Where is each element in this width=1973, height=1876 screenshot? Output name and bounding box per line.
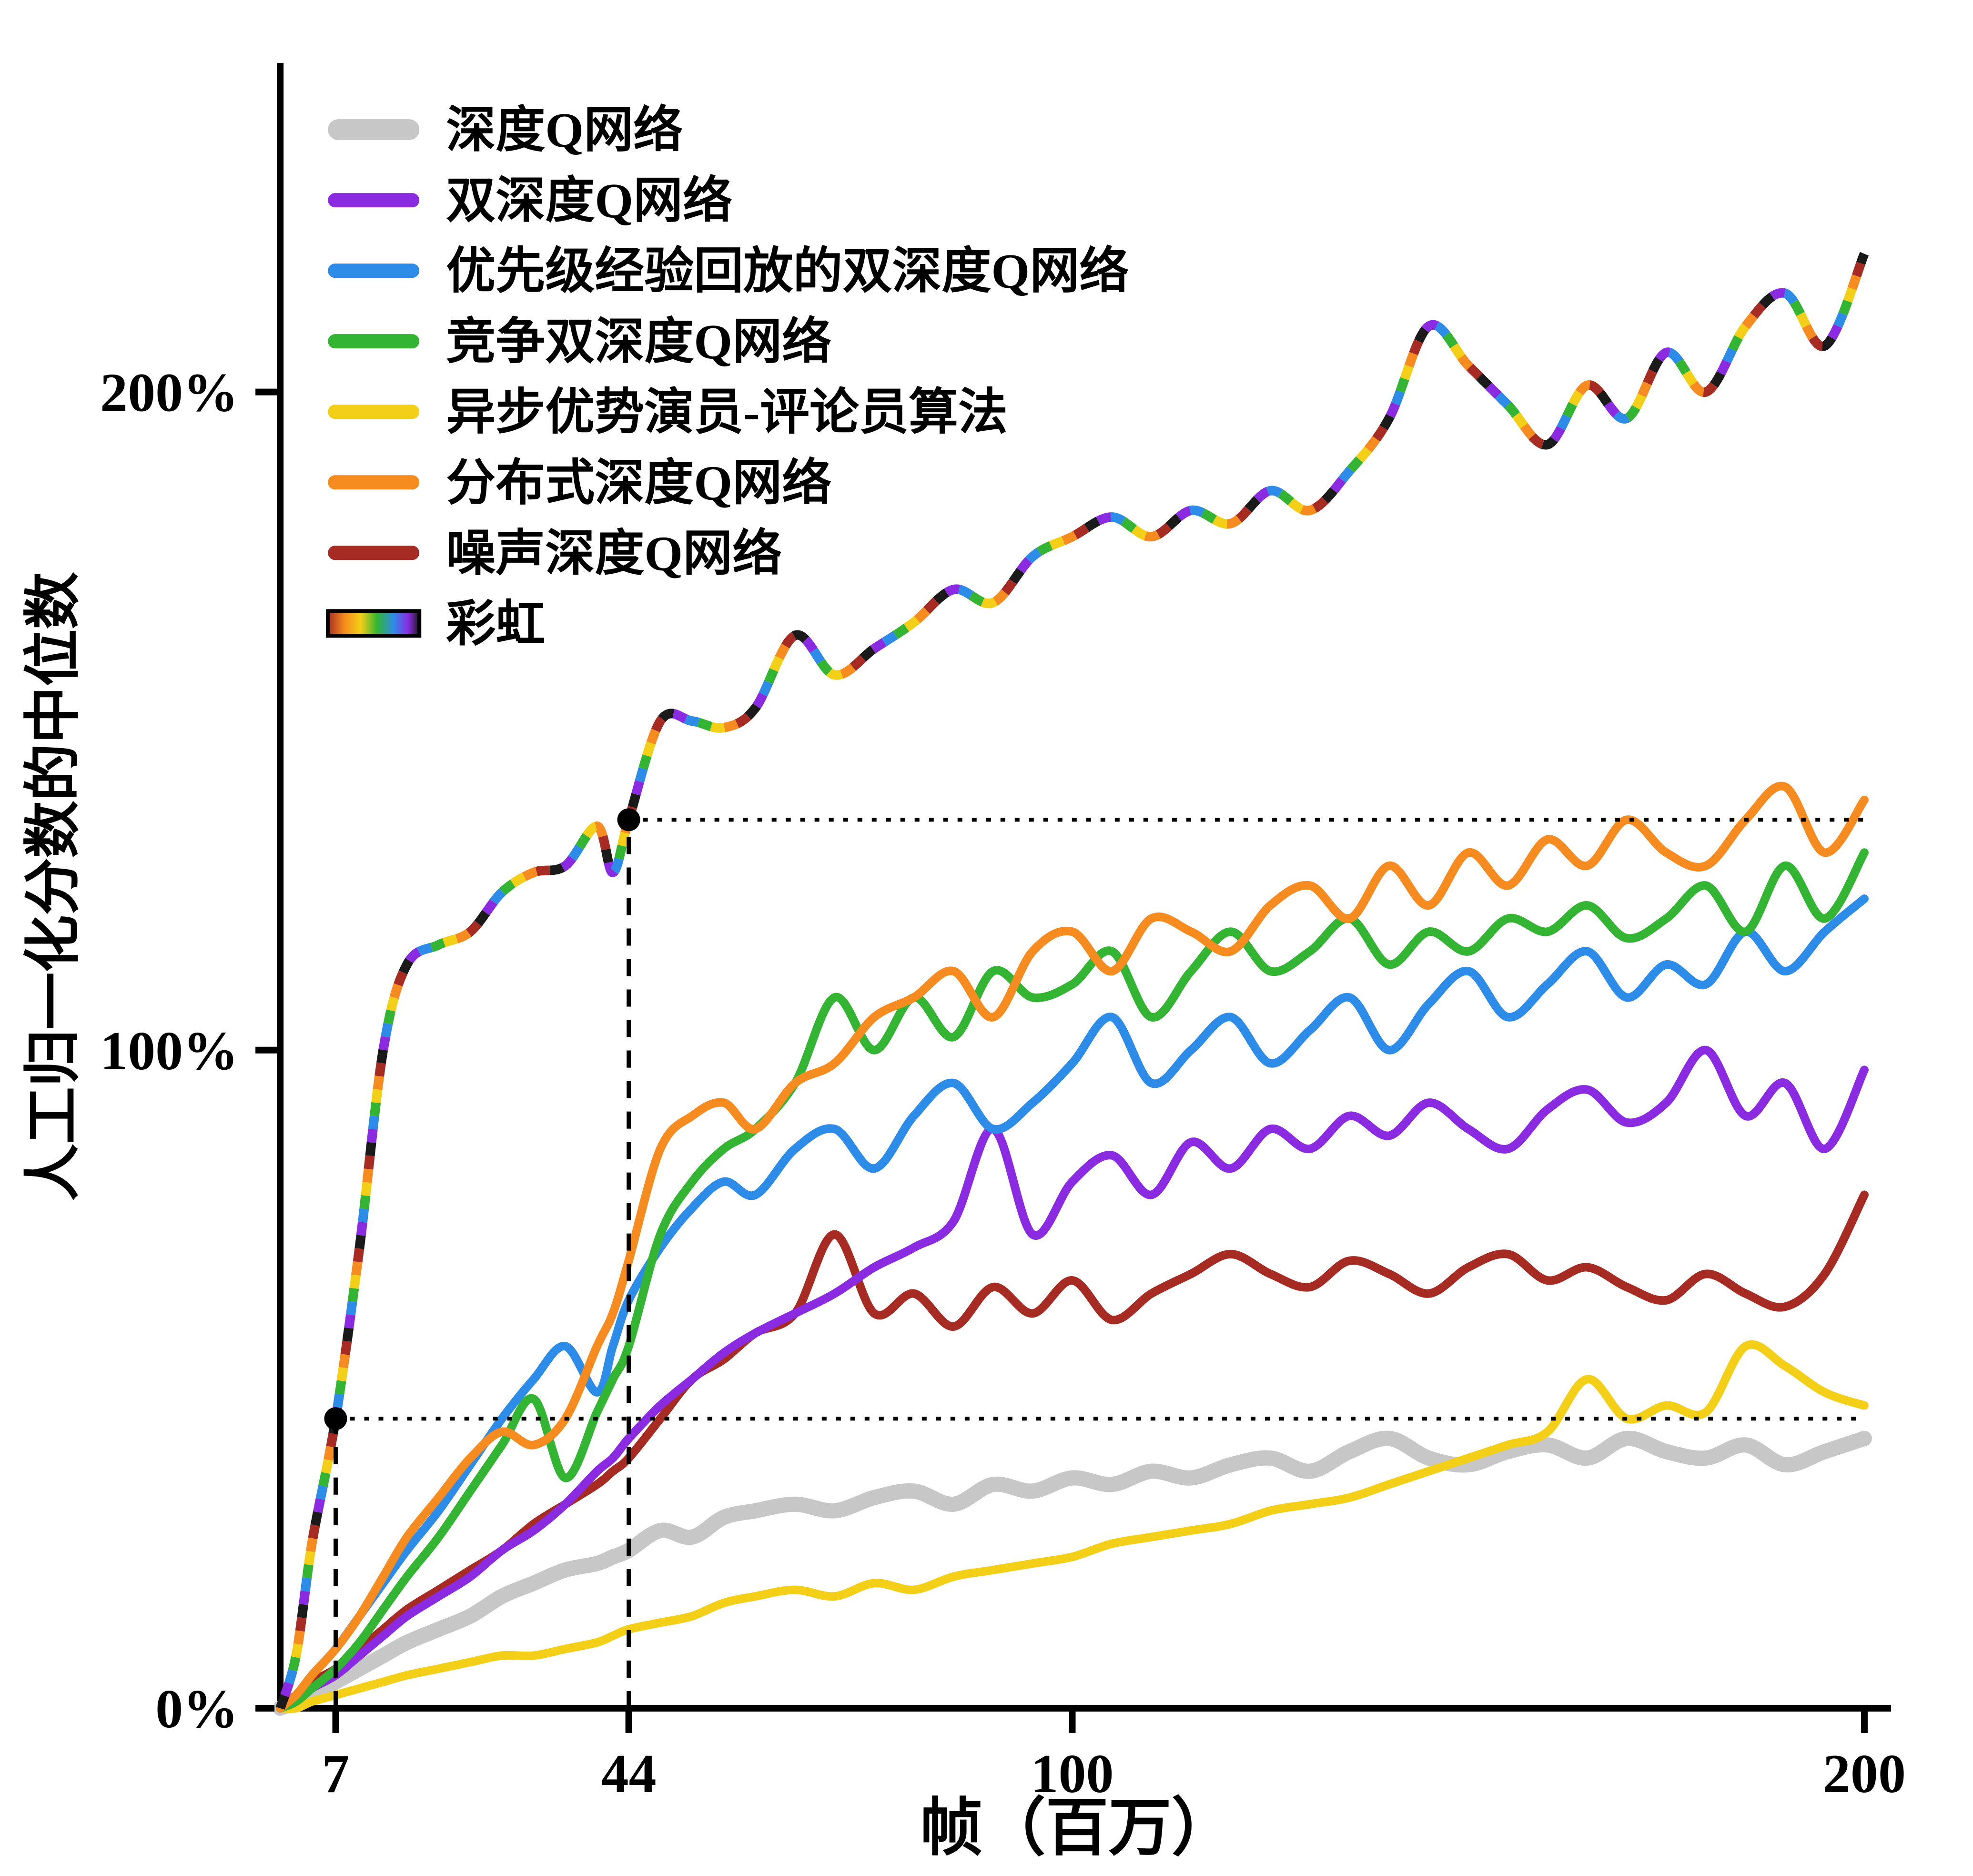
series-line-5 [276, 781, 1869, 1713]
series-line-6 [276, 1190, 1869, 1713]
x-tick-label-1: 44 [601, 1744, 657, 1805]
x-tick-label-0: 7 [322, 1744, 350, 1805]
legend-label-1: 双深度Q网络 [446, 173, 732, 228]
legend-swatch-5 [328, 475, 420, 490]
legend-swatch-3 [328, 334, 420, 349]
x-tick-label-3: 200 [1823, 1744, 1906, 1805]
series-line-rainbow [275, 252, 1869, 1710]
series-group [274, 252, 1872, 1716]
x-axis-label: 帧（百万） [920, 1793, 1234, 1863]
chart-generated-content: 0% 100% 200% 7 44 100 200 深度Q网络双深度Q网络优先级经验回放的双深… [100, 63, 1906, 1805]
legend-label-6: 噪声深度Q网络 [446, 526, 782, 581]
legend-swatch-6 [328, 546, 420, 560]
series-line-1 [276, 1045, 1869, 1713]
legend-swatch-2 [328, 264, 420, 278]
y-tick-label-2: 200% [100, 363, 238, 424]
y-tick-label-1: 100% [100, 1021, 238, 1082]
legend-label-5: 分布式深度Q网络 [446, 455, 831, 510]
annotation-dot [324, 1407, 347, 1430]
legend: 深度Q网络双深度Q网络优先级经验回放的双深度Q网络竞争双深度Q网络异步优势演员-… [326, 102, 1129, 651]
legend-label-0: 深度Q网络 [446, 102, 683, 158]
y-axis-label: 人工归一化分数的中位数 [21, 572, 85, 1201]
series-line-0 [274, 1430, 1872, 1716]
legend-swatch-4 [328, 405, 420, 419]
legend-swatch-rainbow [326, 609, 422, 638]
series-line-rainbow [275, 252, 1869, 1710]
annotation-dot [617, 808, 640, 832]
series-line-3 [276, 848, 1869, 1713]
legend-label-4: 异步优势演员-评论员算法 [446, 385, 1008, 440]
series-line-rainbow [275, 252, 1869, 1710]
x-tick-label-2: 100 [1031, 1744, 1114, 1805]
legend-label-7: 彩虹 [446, 596, 545, 651]
legend-label-3: 竞争双深度Q网络 [446, 314, 831, 369]
legend-swatch-1 [328, 193, 420, 208]
series-line-2 [276, 894, 1869, 1713]
series-line-4 [276, 1340, 1869, 1713]
legend-swatch-0 [328, 119, 420, 141]
y-tick-label-0: 0% [155, 1679, 238, 1740]
legend-label-2: 优先级经验回放的双深度Q网络 [446, 243, 1129, 299]
